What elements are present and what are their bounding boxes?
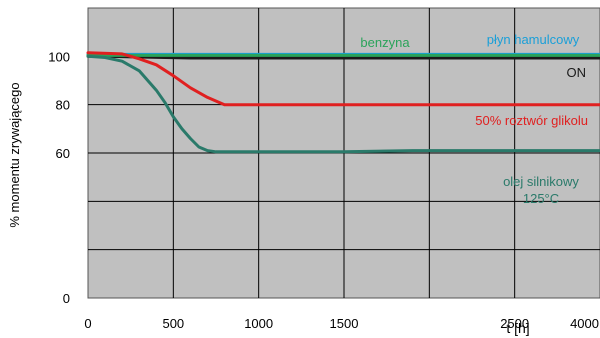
x-tick-label-5: 2500 [500, 316, 529, 331]
y-tick-label-3: 60 [56, 146, 70, 161]
x-tick-label-1: 500 [162, 316, 184, 331]
series-label-0: płyn hamulcowy [487, 32, 580, 47]
x-axis-label: t [h] [506, 320, 529, 336]
x-end-tick-label: 4000 [570, 316, 599, 331]
x-tick-label-3: 1500 [330, 316, 359, 331]
x-tick-label-2: 1000 [244, 316, 273, 331]
series-label-1: ON [567, 65, 587, 80]
y-tick-label-4: 80 [56, 98, 70, 113]
series-labels: płyn hamulcowy ON benzyna 50% roztwór gliko… [360, 32, 588, 206]
y-axis-label: % momentu zrywającego [7, 82, 22, 227]
series-line-4 [86, 54, 600, 154]
series-line-3 [86, 51, 600, 107]
x-tick-label-0: 0 [84, 316, 91, 331]
series-label-3: 50% roztwór glikolu [475, 113, 588, 128]
y-tick-labels: 0 60 80 100 [48, 49, 70, 306]
series-label-4-line-1: 125°C [523, 191, 559, 206]
series-label-4-line-0: olej silnikowy [503, 174, 579, 189]
y-tick-label-0: 0 [63, 291, 70, 306]
series-label-2: benzyna [360, 35, 410, 50]
x-tick-labels: 0 500 1000 1500 2500 [84, 316, 529, 331]
series-layer [86, 51, 600, 154]
y-tick-label-5: 100 [48, 49, 70, 64]
